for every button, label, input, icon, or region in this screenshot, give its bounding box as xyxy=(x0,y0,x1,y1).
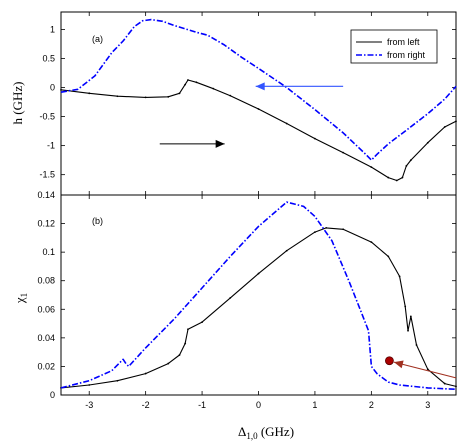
data-point xyxy=(443,126,446,128)
y-tick-label: -0.5 xyxy=(39,112,55,122)
y-tick-label: -1.5 xyxy=(39,170,55,180)
data-point xyxy=(212,87,215,90)
y-tick-label: 1 xyxy=(50,24,55,34)
panel-a-ticks: -1.5 -1 -0.5 0 0.5 1 xyxy=(39,12,456,195)
y-tick-label: 0.02 xyxy=(37,361,55,371)
x-tick-label: -1 xyxy=(198,400,206,410)
y-tick-label: 0 xyxy=(50,83,55,93)
y-tick-label: 0.14 xyxy=(37,190,55,200)
y-tick-label: -1 xyxy=(47,141,55,151)
data-point xyxy=(409,315,412,318)
data-point xyxy=(387,176,390,179)
data-point xyxy=(398,275,401,278)
panel-b-ticks: -3 -2 -1 0 1 2 3 0 0.02 0.04 0.06 0.08 0.1 0.12 0.14 xyxy=(37,190,456,410)
data-point xyxy=(184,83,187,86)
data-point xyxy=(387,255,390,258)
data-point xyxy=(229,296,232,299)
panel-b-ylabel: χ1 xyxy=(12,293,29,304)
y-tick-label: 0.5 xyxy=(42,53,55,63)
data-point xyxy=(167,362,170,365)
x-tick-label: 1 xyxy=(312,400,317,410)
panel-b-xlabel: Δ1,0 (GHz) xyxy=(238,424,294,441)
series-line-from-left xyxy=(60,79,457,182)
x-tick-label: 3 xyxy=(425,400,430,410)
data-point xyxy=(167,95,170,98)
data-point xyxy=(187,328,189,331)
data-point xyxy=(426,141,429,144)
panel-b-frame xyxy=(60,194,457,396)
x-tick-label: 2 xyxy=(369,400,374,410)
data-point xyxy=(285,249,288,252)
data-point xyxy=(407,329,409,332)
arrow-head xyxy=(215,139,225,148)
panel-a-label: (a) xyxy=(92,34,103,44)
panel-b-series xyxy=(60,201,457,391)
data-point xyxy=(229,94,232,97)
data-point xyxy=(342,151,345,154)
x-tick-label: 0 xyxy=(256,400,261,410)
data-point xyxy=(314,137,316,140)
data-point xyxy=(443,382,446,385)
arrow-head xyxy=(255,82,265,91)
panel-b-label: (b) xyxy=(92,216,103,226)
data-point xyxy=(144,372,147,375)
data-point xyxy=(178,92,181,95)
data-point xyxy=(409,159,412,162)
data-point xyxy=(370,166,373,169)
data-point xyxy=(405,165,408,167)
panel-a-ylabel: h (GHz) xyxy=(10,82,25,125)
panel-b-arrows xyxy=(393,360,457,379)
data-point xyxy=(116,95,119,98)
data-point xyxy=(88,92,91,95)
data-point xyxy=(314,231,316,234)
panel-a-arrows xyxy=(159,82,344,148)
data-point xyxy=(257,272,260,275)
data-point xyxy=(88,384,91,386)
series-line-from-right xyxy=(60,201,457,391)
data-point xyxy=(116,379,119,382)
x-tick-label: -3 xyxy=(85,400,93,410)
y-tick-label: 0 xyxy=(50,390,55,400)
data-point xyxy=(257,108,260,110)
y-tick-label: 0.06 xyxy=(37,304,55,314)
panel-a-series xyxy=(60,18,457,182)
data-point xyxy=(455,385,457,388)
data-point xyxy=(201,321,203,324)
data-point xyxy=(178,354,181,356)
data-point xyxy=(285,122,288,125)
data-point xyxy=(60,88,62,91)
data-point xyxy=(195,81,198,84)
y-tick-label: 0.1 xyxy=(42,247,55,257)
data-point xyxy=(370,241,373,244)
data-point xyxy=(144,96,147,99)
data-point xyxy=(342,228,345,231)
y-tick-label: 0.08 xyxy=(37,276,55,286)
series-line-from-right xyxy=(60,18,457,161)
data-point xyxy=(415,344,418,346)
legend-entry-from-right: from right xyxy=(387,50,426,60)
data-point xyxy=(395,179,398,182)
x-tick-label: -2 xyxy=(142,400,150,410)
data-point xyxy=(426,368,429,371)
arrow-head xyxy=(393,360,404,369)
legend-box xyxy=(350,29,438,64)
data-point xyxy=(325,226,328,229)
legend-entry-from-left: from left xyxy=(387,37,420,47)
y-tick-label: 0.12 xyxy=(37,219,55,229)
data-point xyxy=(404,305,407,308)
arrow-shaft xyxy=(393,361,457,379)
data-point xyxy=(187,79,189,81)
data-point xyxy=(184,342,187,345)
panel-a: -1.5 -1 -0.5 0 0.5 1 (a) h (GHz) from left fr… xyxy=(10,11,457,196)
y-tick-label: 0.04 xyxy=(37,333,55,343)
data-point xyxy=(455,120,457,123)
highlight-marker xyxy=(385,356,394,366)
legend: from left from right xyxy=(350,29,438,64)
data-point xyxy=(401,176,404,179)
panel-b: -3 -2 -1 0 1 2 3 0 0.02 0.04 0.06 0.08 0.1 0.12 0.14 (… xyxy=(12,190,457,441)
